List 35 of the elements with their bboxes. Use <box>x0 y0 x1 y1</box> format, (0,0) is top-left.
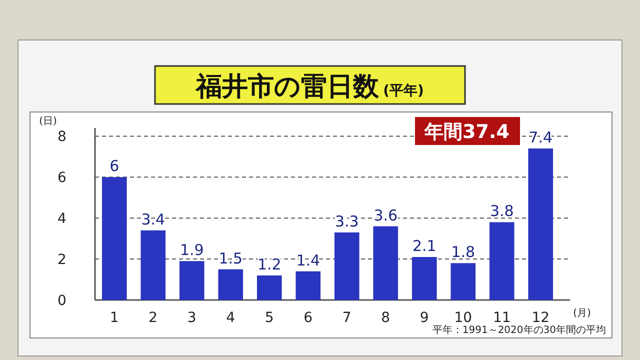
data-label: 1.4 <box>296 251 320 270</box>
data-label: 7.4 <box>528 128 553 146</box>
bar <box>450 263 476 300</box>
bar <box>334 232 360 300</box>
data-label: 3.6 <box>374 206 398 224</box>
data-label: 3.4 <box>141 210 166 228</box>
data-label: 1.9 <box>180 241 204 260</box>
chart-subtitle: (平年) <box>383 83 424 99</box>
bar <box>102 177 127 300</box>
y-tick-label: 8 <box>58 129 66 146</box>
annotation: 年間37.4 <box>424 121 510 143</box>
bar <box>373 226 398 300</box>
data-label: 1.2 <box>257 255 282 274</box>
y-axis-title: (日) <box>39 116 57 127</box>
bar <box>218 269 244 300</box>
bar <box>489 222 514 300</box>
x-axis-title: (月) <box>573 308 591 319</box>
y-tick-label: 0 <box>58 293 66 309</box>
bar <box>140 230 166 300</box>
y-tick-label: 4 <box>58 211 67 228</box>
bar <box>412 257 437 300</box>
bar <box>179 261 204 300</box>
data-label: 1.5 <box>218 249 243 268</box>
chart-title: 福井市の雷日数 <box>194 72 380 102</box>
bar <box>296 271 321 300</box>
bar <box>528 148 554 300</box>
data-label: 1.8 <box>451 243 476 262</box>
data-label: 2.1 <box>412 237 436 255</box>
data-label: 3.8 <box>490 202 514 220</box>
data-label: 6 <box>110 157 120 176</box>
bar <box>256 275 282 300</box>
text: 平年：1991～2020年の30年間の平均 <box>432 324 606 336</box>
y-tick-label: 6 <box>58 170 67 186</box>
data-label: 3.3 <box>334 212 359 230</box>
y-tick-label: 2 <box>58 252 66 268</box>
